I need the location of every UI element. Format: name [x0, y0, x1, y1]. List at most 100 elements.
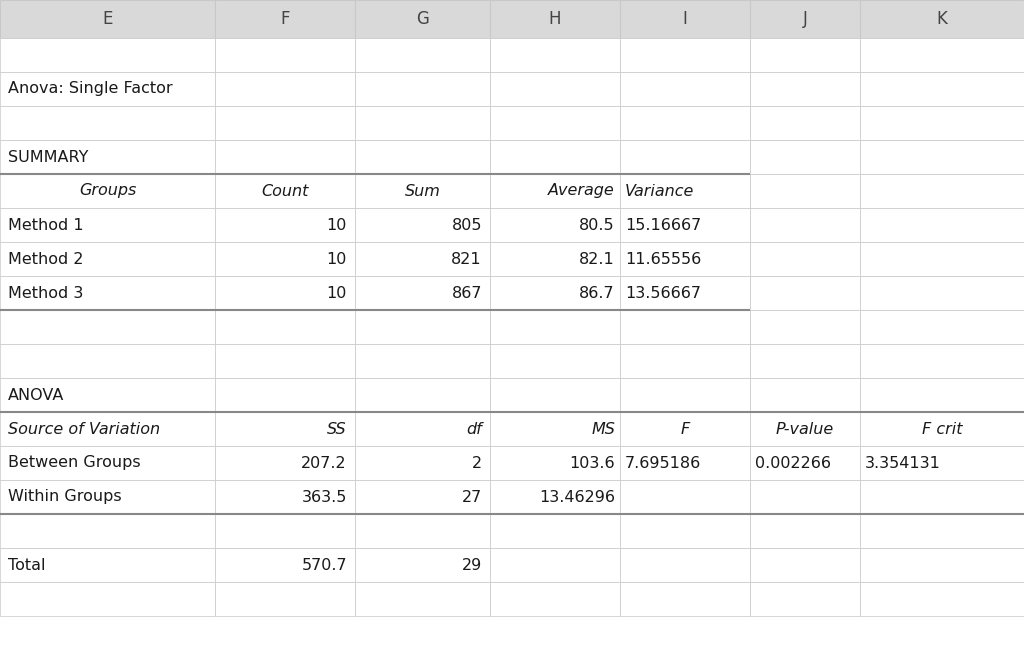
- Bar: [215, 208, 355, 242]
- Text: 570.7: 570.7: [301, 557, 347, 573]
- Text: Total: Total: [8, 557, 45, 573]
- Bar: [750, 378, 860, 412]
- Bar: [355, 72, 490, 106]
- Text: Source of Variation: Source of Variation: [8, 421, 160, 437]
- Bar: [355, 208, 490, 242]
- Bar: [490, 412, 620, 446]
- Text: Sum: Sum: [404, 183, 440, 199]
- Bar: [215, 514, 355, 548]
- Bar: [215, 242, 355, 276]
- Text: 27: 27: [462, 490, 482, 504]
- Bar: [355, 344, 490, 378]
- Bar: [620, 480, 750, 514]
- Text: F crit: F crit: [922, 421, 963, 437]
- Text: 821: 821: [452, 252, 482, 266]
- Bar: [620, 72, 750, 106]
- Bar: [355, 548, 490, 582]
- Text: 13.56667: 13.56667: [625, 286, 701, 301]
- Bar: [860, 582, 1024, 616]
- Bar: [750, 446, 860, 480]
- Text: 10: 10: [327, 217, 347, 232]
- Bar: [860, 310, 1024, 344]
- Bar: [490, 378, 620, 412]
- Bar: [490, 514, 620, 548]
- Text: ANOVA: ANOVA: [8, 388, 65, 402]
- Text: K: K: [937, 10, 947, 28]
- Bar: [355, 446, 490, 480]
- Bar: [215, 106, 355, 140]
- Bar: [860, 480, 1024, 514]
- Bar: [620, 174, 750, 208]
- Bar: [0, 0, 215, 38]
- Bar: [215, 582, 355, 616]
- Bar: [0, 208, 215, 242]
- Bar: [355, 38, 490, 72]
- Bar: [490, 72, 620, 106]
- Text: Between Groups: Between Groups: [8, 455, 140, 470]
- Text: 363.5: 363.5: [302, 490, 347, 504]
- Bar: [620, 582, 750, 616]
- Bar: [860, 276, 1024, 310]
- Text: J: J: [803, 10, 808, 28]
- Bar: [490, 140, 620, 174]
- Bar: [0, 72, 215, 106]
- Bar: [750, 276, 860, 310]
- Bar: [860, 344, 1024, 378]
- Bar: [215, 548, 355, 582]
- Bar: [860, 242, 1024, 276]
- Bar: [750, 38, 860, 72]
- Bar: [355, 174, 490, 208]
- Bar: [355, 0, 490, 38]
- Bar: [215, 412, 355, 446]
- Bar: [750, 480, 860, 514]
- Bar: [620, 310, 750, 344]
- Bar: [750, 208, 860, 242]
- Bar: [750, 344, 860, 378]
- Text: F: F: [281, 10, 290, 28]
- Bar: [0, 480, 215, 514]
- Bar: [750, 582, 860, 616]
- Bar: [620, 276, 750, 310]
- Bar: [355, 140, 490, 174]
- Bar: [355, 276, 490, 310]
- Bar: [355, 514, 490, 548]
- Bar: [750, 174, 860, 208]
- Text: 15.16667: 15.16667: [625, 217, 701, 232]
- Bar: [750, 310, 860, 344]
- Bar: [215, 446, 355, 480]
- Text: 86.7: 86.7: [580, 286, 615, 301]
- Bar: [860, 446, 1024, 480]
- Bar: [0, 446, 215, 480]
- Bar: [620, 548, 750, 582]
- Text: Method 3: Method 3: [8, 286, 83, 301]
- Bar: [0, 378, 215, 412]
- Text: 3.354131: 3.354131: [865, 455, 941, 470]
- Bar: [0, 412, 215, 446]
- Bar: [490, 344, 620, 378]
- Bar: [490, 0, 620, 38]
- Text: G: G: [416, 10, 429, 28]
- Bar: [620, 378, 750, 412]
- Bar: [0, 140, 215, 174]
- Bar: [620, 208, 750, 242]
- Text: Within Groups: Within Groups: [8, 490, 122, 504]
- Text: 80.5: 80.5: [580, 217, 615, 232]
- Bar: [750, 242, 860, 276]
- Bar: [215, 0, 355, 38]
- Bar: [860, 174, 1024, 208]
- Bar: [0, 242, 215, 276]
- Bar: [0, 106, 215, 140]
- Text: 7.695186: 7.695186: [625, 455, 701, 470]
- Bar: [490, 208, 620, 242]
- Text: MS: MS: [591, 421, 615, 437]
- Bar: [620, 38, 750, 72]
- Bar: [860, 38, 1024, 72]
- Text: 2: 2: [472, 455, 482, 470]
- Bar: [215, 72, 355, 106]
- Text: 11.65556: 11.65556: [625, 252, 701, 266]
- Bar: [0, 514, 215, 548]
- Bar: [0, 276, 215, 310]
- Bar: [860, 0, 1024, 38]
- Text: H: H: [549, 10, 561, 28]
- Bar: [0, 310, 215, 344]
